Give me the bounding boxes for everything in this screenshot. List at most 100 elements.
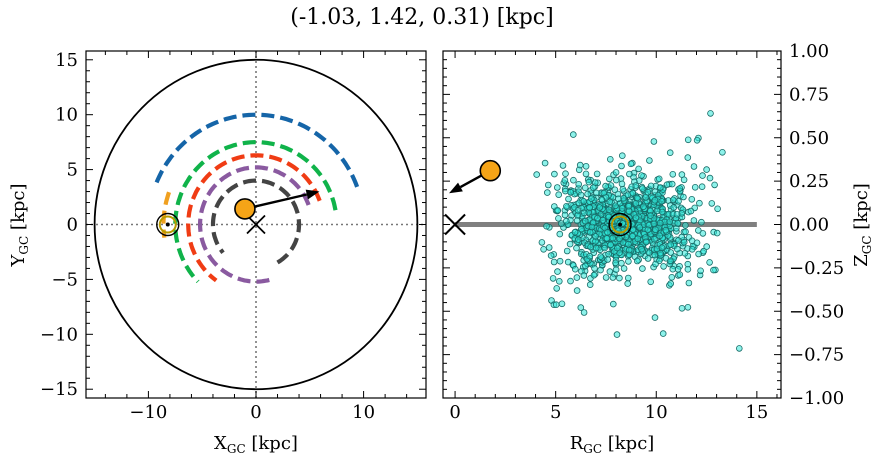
star-point bbox=[629, 232, 636, 240]
star-point bbox=[559, 162, 567, 169]
star-point bbox=[586, 281, 594, 289]
star-point bbox=[615, 195, 622, 203]
star-point bbox=[687, 207, 695, 215]
star-point bbox=[538, 239, 546, 246]
left-galactic-center-marker bbox=[246, 214, 266, 235]
left-panel-xy: −10 0 10 −15 −10 −5 0 5 10 15 XGC [kpc] YGC [kpc] bbox=[8, 50, 427, 456]
star-point bbox=[609, 274, 617, 281]
left-ytick-label: −5 bbox=[51, 269, 78, 290]
star-point bbox=[659, 330, 667, 337]
star-point bbox=[563, 203, 570, 210]
star-point bbox=[612, 176, 620, 184]
star-point bbox=[652, 260, 659, 268]
star-point bbox=[555, 277, 563, 285]
star-point bbox=[647, 212, 654, 219]
star-point bbox=[667, 257, 674, 265]
star-point bbox=[609, 234, 616, 242]
star-point bbox=[685, 279, 693, 287]
left-ytick-label: 15 bbox=[55, 50, 78, 71]
spiral-arm-0 bbox=[152, 112, 360, 188]
star-point bbox=[653, 207, 661, 215]
star-point bbox=[674, 245, 681, 253]
star-point bbox=[660, 263, 667, 270]
left-ytick-label: 5 bbox=[67, 160, 78, 181]
right-ytick-label: 1.00 bbox=[789, 41, 829, 62]
star-point bbox=[627, 160, 635, 168]
right-ytick-label: −0.50 bbox=[789, 301, 844, 322]
star-point bbox=[618, 162, 625, 170]
star-point bbox=[673, 211, 681, 218]
star-point bbox=[644, 255, 652, 262]
star-point bbox=[624, 280, 631, 287]
star-point bbox=[620, 265, 628, 272]
star-point bbox=[553, 285, 560, 292]
sun-dot bbox=[618, 222, 623, 227]
star-point bbox=[639, 265, 646, 272]
star-point bbox=[575, 181, 582, 188]
spiral-arm-4 bbox=[198, 165, 311, 284]
star-point bbox=[719, 149, 726, 156]
star-point bbox=[590, 271, 598, 279]
star-point bbox=[647, 278, 654, 286]
left-ytick-label: −15 bbox=[40, 379, 78, 400]
star-point bbox=[680, 238, 688, 246]
star-point bbox=[676, 185, 684, 192]
star-point bbox=[580, 198, 588, 205]
star-point bbox=[625, 202, 632, 210]
right-ytick-label: 0.50 bbox=[789, 128, 829, 149]
star-point bbox=[540, 246, 547, 253]
star-point bbox=[708, 200, 716, 207]
star-point bbox=[603, 235, 611, 242]
star-point bbox=[569, 131, 577, 138]
star-point bbox=[541, 159, 549, 167]
sun-outer-ring bbox=[608, 212, 632, 237]
star-point bbox=[699, 172, 706, 179]
right-ytick-label: −0.25 bbox=[789, 258, 844, 279]
star-point bbox=[577, 191, 585, 199]
star-point bbox=[584, 190, 591, 198]
right-xtick-label: 15 bbox=[745, 402, 768, 423]
star-point bbox=[543, 189, 551, 196]
star-point bbox=[667, 249, 675, 256]
star-point bbox=[693, 239, 701, 247]
left-velocity-arrow-head bbox=[305, 189, 320, 200]
star-point bbox=[580, 272, 588, 279]
spiral-arm-1 bbox=[173, 139, 338, 284]
star-point bbox=[576, 161, 584, 169]
star-point bbox=[580, 309, 588, 316]
star-point bbox=[694, 227, 702, 234]
left-ytick-label: 0 bbox=[67, 215, 78, 236]
star-point bbox=[593, 170, 601, 178]
star-point bbox=[669, 171, 677, 178]
star-point bbox=[582, 262, 589, 270]
left-xtick-label: −10 bbox=[129, 402, 167, 423]
left-plot-area bbox=[86, 51, 426, 398]
star-point bbox=[585, 178, 593, 186]
star-point bbox=[652, 226, 659, 234]
left-ticks: −10 0 10 −15 −10 −5 0 5 10 15 bbox=[40, 50, 426, 423]
star-point bbox=[604, 229, 611, 236]
star-point bbox=[553, 184, 561, 191]
star-point bbox=[646, 157, 653, 164]
right-ticks: 0 5 10 15 −1.00 −0.75 −0.50 −0.25 0.00 0.25 0.50 0.… bbox=[443, 41, 844, 423]
star-point bbox=[638, 172, 645, 179]
star-point bbox=[700, 247, 707, 255]
star-point bbox=[592, 244, 600, 252]
star-point bbox=[545, 244, 553, 251]
star-point bbox=[650, 220, 658, 228]
star-point bbox=[635, 165, 642, 173]
star-point bbox=[578, 225, 585, 233]
star-point bbox=[706, 259, 713, 266]
star-point bbox=[634, 235, 642, 243]
star-point bbox=[543, 222, 550, 230]
left-sun-marker bbox=[156, 212, 180, 237]
sun-inner-ring bbox=[611, 215, 630, 234]
star-point bbox=[574, 207, 582, 214]
right-sun-marker bbox=[608, 212, 632, 237]
star-point bbox=[693, 137, 701, 144]
star-point bbox=[625, 251, 633, 259]
spiral-arm-5 bbox=[210, 178, 302, 265]
star-point bbox=[597, 253, 604, 260]
star-point bbox=[636, 224, 643, 231]
star-point bbox=[609, 300, 617, 308]
